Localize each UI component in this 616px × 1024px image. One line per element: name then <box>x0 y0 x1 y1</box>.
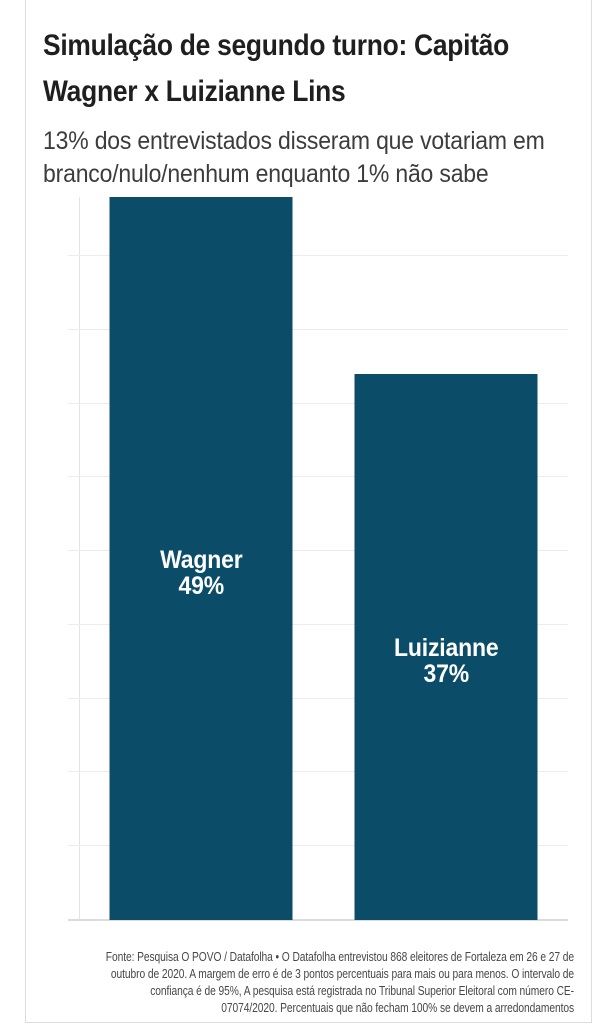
source-note-line: confiança é de 95%, A pesquisa está regi… <box>150 983 574 998</box>
chart-subtitle-line: branco/nulo/nenhum enquanto 1% não sabe <box>43 160 489 188</box>
gridline-20 <box>68 623 568 625</box>
gridline-30 <box>68 476 568 478</box>
gridline-25 <box>68 550 568 552</box>
gridline-45 <box>68 255 568 257</box>
bar-label: Wagner 49% <box>160 545 243 600</box>
bar-category-label: Luizianne <box>393 634 499 663</box>
source-note: Fonte: Pesquisa O POVO / Datafolha • O D… <box>106 949 574 1017</box>
bar-value-label: 37% <box>422 660 469 689</box>
bar-label: Luizianne 37% <box>393 634 499 689</box>
source-note-line: Fonte: Pesquisa O POVO / Datafolha • O D… <box>105 950 574 964</box>
chart-title-line: Simulação de segundo turno: Capitão <box>43 29 510 62</box>
gridline-5 <box>68 845 568 847</box>
gridline-10 <box>68 771 568 773</box>
bar-luizianne[interactable]: Luizianne 37% <box>354 374 538 920</box>
gridline-40 <box>68 328 568 330</box>
gridline-35 <box>68 402 568 404</box>
chart-subtitle-line: 13% dos entrevistados disseram que votar… <box>43 127 545 155</box>
plot-area: Wagner 49% Luizianne 37% <box>68 197 568 921</box>
chart-title: Simulação de segundo turno: Capitão Wagn… <box>43 23 509 115</box>
bar-value-label: 49% <box>178 571 225 600</box>
chart-title-line: Wagner x Luizianne Lins <box>43 75 346 108</box>
gridline-15 <box>68 697 568 699</box>
y-axis-line <box>79 197 80 920</box>
chart-subtitle: 13% dos entrevistados disseram que votar… <box>43 125 545 191</box>
chart-card: Simulação de segundo turno: Capitão Wagn… <box>25 0 592 1023</box>
bar-category-label: Wagner <box>160 545 243 574</box>
source-note-line: outubro de 2020. A margem de erro é de 3… <box>110 966 575 981</box>
source-note-line: 07074/2020. Percentuais que não fecham 1… <box>221 1000 574 1015</box>
bar-wagner[interactable]: Wagner 49% <box>109 197 293 920</box>
gridline-0 <box>68 919 568 921</box>
